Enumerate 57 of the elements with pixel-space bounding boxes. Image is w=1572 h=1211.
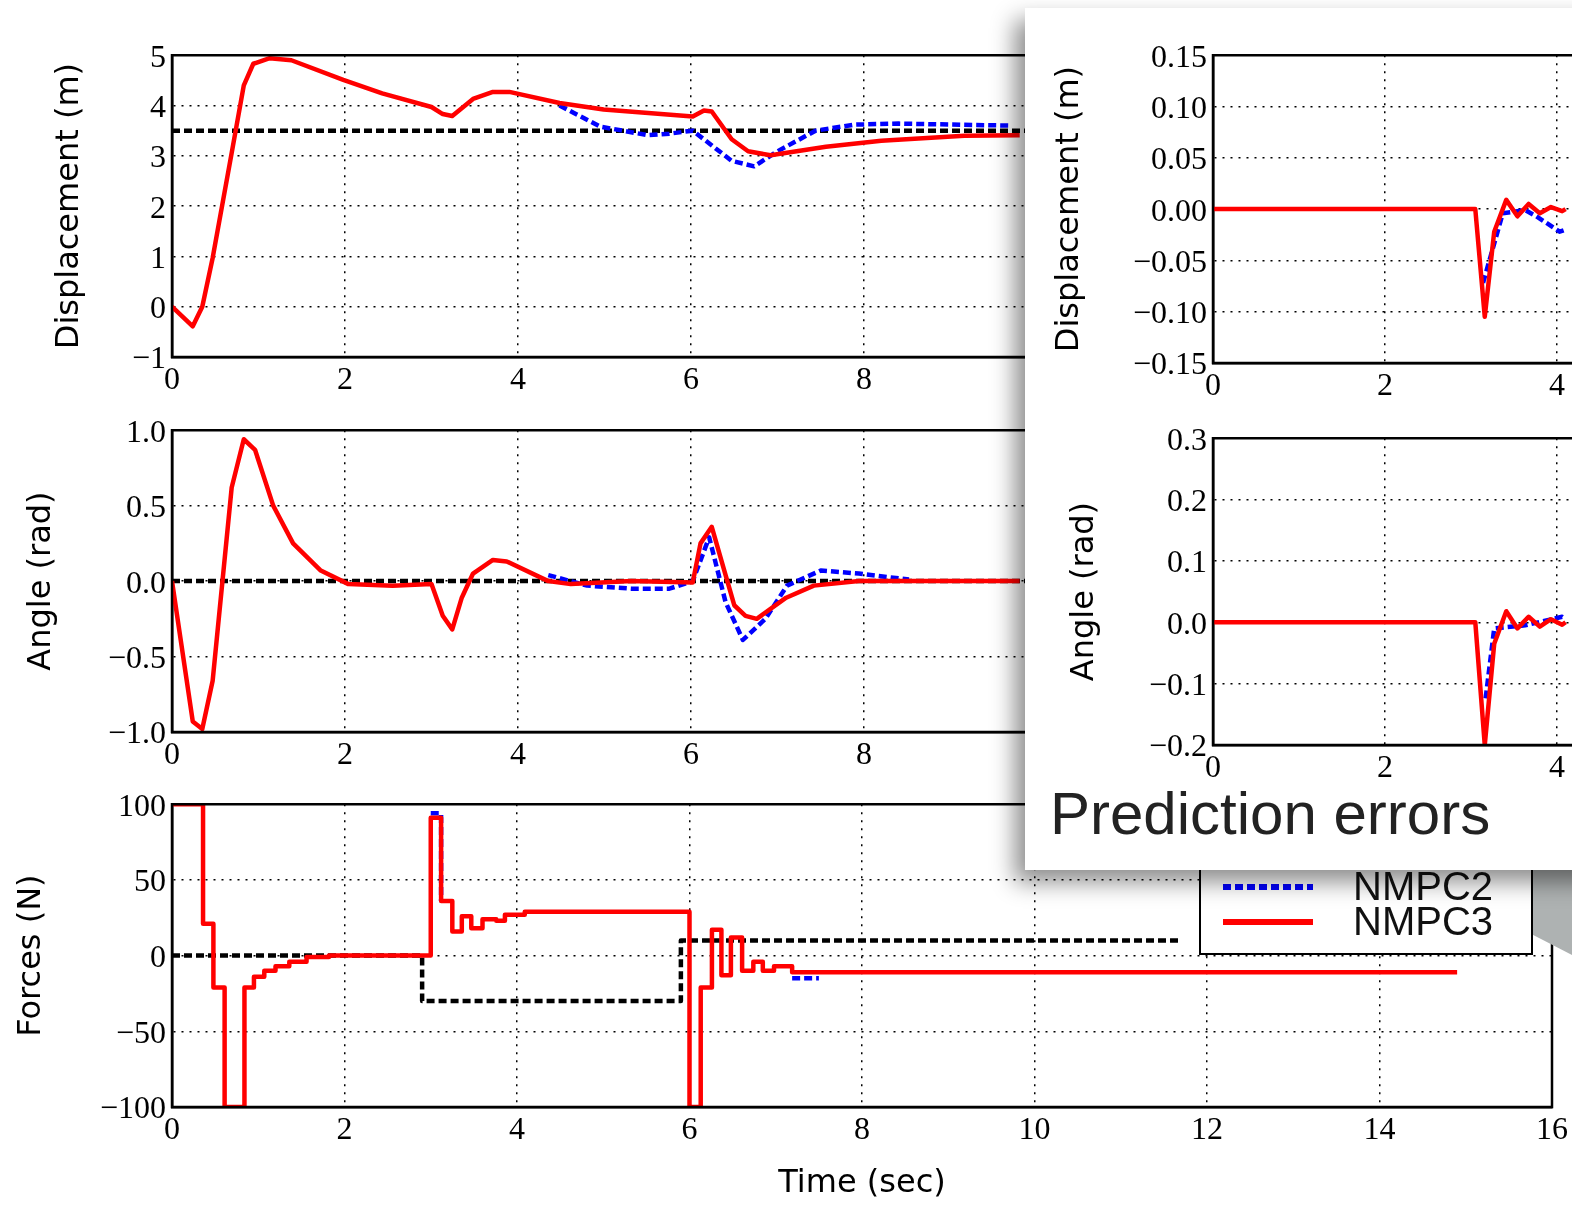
x-tick-label: 6 — [681, 1109, 698, 1146]
y-tick-label: −100 — [99, 1089, 166, 1126]
y-tick-label: 0.15 — [1151, 37, 1207, 74]
x-axis-title: Time (sec) — [777, 1162, 946, 1201]
y-tick-label: −0.15 — [1132, 345, 1207, 382]
y-axis-title: Displacement (m) — [1047, 65, 1086, 353]
inset-card: Displacement (m) 0 2 4 −0.15 −0.10 −0.05 0.00 0.05 0.10 0.15 Angle (rad) 0 2 4 −0.2 −0.1 0.0 0.1 0.2 0.3 Prediction errors — [1025, 8, 1572, 870]
y-tick-label: 3 — [150, 138, 166, 175]
y-tick-label: 100 — [118, 786, 166, 823]
y-axis-title: Displacement (m) — [47, 62, 86, 350]
y-tick-label: 0 — [150, 938, 166, 975]
y-tick-label: −0.05 — [1132, 242, 1207, 279]
x-tick-label: 8 — [854, 1109, 870, 1146]
y-tick-label: −0.10 — [1132, 294, 1207, 331]
y-tick-label: −1 — [131, 339, 166, 376]
y-tick-label: −50 — [115, 1013, 166, 1050]
x-tick-label: 6 — [683, 734, 699, 771]
x-tick-label: 4 — [510, 734, 526, 771]
y-tick-label: 0 — [150, 289, 166, 326]
y-tick-label: 0.1 — [1167, 543, 1207, 580]
y-tick-label: 2 — [150, 188, 166, 225]
x-tick-label: 4 — [1549, 365, 1565, 402]
y-tick-label: 0.0 — [126, 563, 166, 600]
x-tick-label: 8 — [856, 734, 872, 771]
y-tick-label: 0.10 — [1151, 88, 1207, 125]
y-tick-label: 0.00 — [1151, 191, 1207, 228]
x-tick-label: 2 — [336, 1109, 353, 1146]
y-tick-label: 0.2 — [1167, 481, 1207, 518]
y-tick-label: 1.0 — [126, 412, 166, 449]
x-tick-label: 2 — [1377, 365, 1393, 402]
y-tick-label: 0.0 — [1167, 604, 1207, 641]
y-tick-label: −1.0 — [107, 714, 166, 751]
x-tick-label: 8 — [856, 359, 872, 396]
x-tick-label: 4 — [1549, 747, 1565, 784]
y-tick-label: 0.5 — [126, 488, 166, 525]
y-axis-title: Angle (rad) — [19, 491, 58, 671]
y-axis-title: Angle (rad) — [1062, 501, 1101, 682]
x-tick-label: 4 — [509, 1109, 525, 1146]
y-axis-title: Forces (N) — [9, 874, 48, 1037]
x-tick-label: 2 — [337, 359, 353, 396]
x-tick-label: 12 — [1191, 1109, 1223, 1146]
x-tick-label: 4 — [510, 359, 526, 396]
y-tick-label: 4 — [150, 87, 166, 124]
y-tick-label: −0.5 — [107, 638, 166, 675]
y-tick-label: 50 — [134, 862, 166, 899]
y-tick-label: 0.05 — [1151, 140, 1207, 177]
y-tick-label: −0.1 — [1148, 666, 1207, 703]
x-tick-label: 2 — [337, 734, 353, 771]
x-tick-label: 10 — [1018, 1109, 1051, 1146]
y-tick-label: 1 — [150, 238, 166, 275]
line-series — [546, 535, 912, 643]
y-tick-label: 5 — [150, 37, 166, 74]
x-tick-label: 6 — [683, 359, 699, 396]
y-tick-label: 0.3 — [1167, 420, 1207, 457]
y-tick-label: −0.2 — [1148, 727, 1207, 764]
x-tick-label: 16 — [1536, 1109, 1568, 1146]
x-tick-label: 14 — [1363, 1109, 1396, 1146]
